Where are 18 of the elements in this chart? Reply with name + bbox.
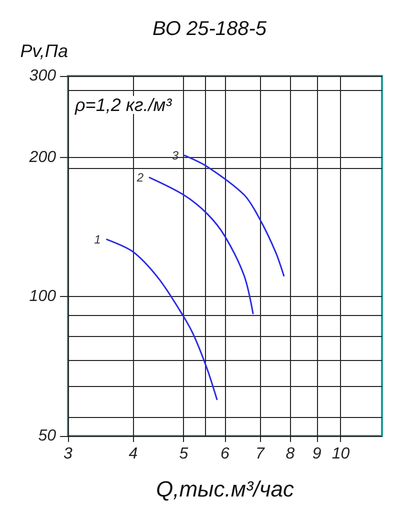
y-tick-label: 200 (28, 148, 56, 166)
chart-title: ВО 25-188-5 (152, 18, 268, 40)
series-label: 1 (94, 232, 101, 246)
y-axis-title: Pv,Па (20, 41, 68, 61)
x-tick-label: 8 (286, 446, 295, 462)
annotation: ρ=1,2 кг./м³ (74, 95, 173, 115)
x-tick-label: 4 (128, 446, 138, 462)
y-tick-label: 300 (29, 68, 56, 84)
x-tick-label: 10 (332, 446, 350, 462)
y-tick-label: 50 (38, 428, 56, 444)
series-label: 2 (136, 170, 144, 185)
x-tick-label: 5 (179, 446, 188, 462)
x-tick-label: 9 (312, 446, 322, 462)
x-tick-label: 7 (255, 446, 266, 462)
x-tick-label: 3 (64, 446, 73, 462)
x-tick-label: 6 (220, 446, 230, 462)
x-axis-title: Q,тыс.м³/час (156, 476, 294, 502)
y-tick-label: 100 (29, 288, 56, 306)
